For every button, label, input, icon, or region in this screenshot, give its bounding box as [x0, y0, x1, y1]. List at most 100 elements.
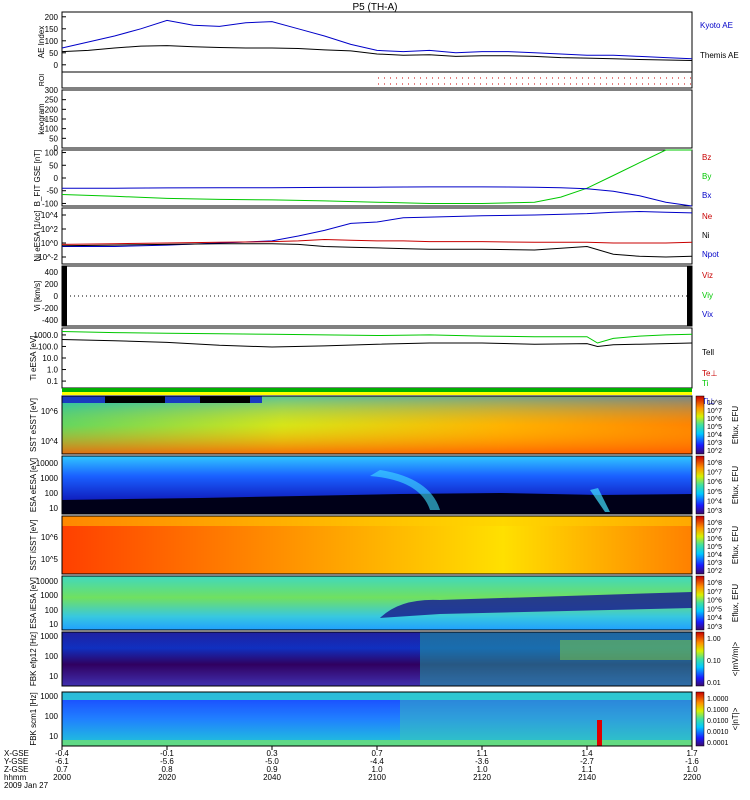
colorbar-tick-label: 10^7: [707, 408, 722, 415]
colorbar: [695, 455, 705, 515]
x-tick-columns: -0.4-6.10.72000-0.1-5.60.820200.3-5.00.9…: [53, 746, 701, 782]
panel-fbk-e: FBK efp12 [Hz] 1000 100 10 1.000.100.01 …: [29, 631, 740, 687]
ytick: 10000: [36, 577, 59, 586]
colorbar-tick-label: 10^8: [707, 460, 722, 467]
colorbar-tick-label: 10^8: [707, 580, 722, 587]
panel-sst-electrons: SST eSST [eV] 10^6 10^4 10^810^710^610^5…: [29, 388, 740, 455]
x-tick-label-x: 0.7: [371, 749, 383, 758]
ae-tick-label: 0: [54, 61, 59, 70]
colorbar-tick-label: 10^6: [707, 598, 722, 605]
colorbar-tick-label: 1.0000: [707, 696, 729, 703]
x-row-label-y-gse: Y-GSE: [4, 757, 28, 766]
x-tick-label-y: -2.7: [580, 757, 594, 766]
colorbar-tick-label: 10^6: [707, 416, 722, 423]
colorbar-ticks: 1.00 0.10 0.01: [707, 636, 721, 687]
x-tick-label-z: 0.9: [266, 765, 278, 774]
x-tick-label-x: 1.4: [581, 749, 593, 758]
right-data-edge: [687, 266, 692, 326]
colorbar-tick-label: 0.1000: [707, 707, 729, 714]
legend-ni: Ni: [702, 231, 710, 240]
ytick: 10000: [36, 459, 59, 468]
colorbar-tick-label: 10^4: [707, 615, 722, 622]
colorbar-label: Eflux, EFU: [731, 584, 740, 622]
ytick: 100: [45, 652, 59, 661]
colorbar-label: <|mV/m|>: [731, 641, 740, 676]
sst-e-ytick-2: 10^4: [41, 437, 59, 446]
ytick: 100: [45, 712, 59, 721]
colorbar-label: Eflux, EFU: [731, 526, 740, 564]
panel-frame: [61, 575, 693, 631]
panel-frame: [61, 265, 693, 327]
x-tick-label-y: -6.1: [55, 757, 69, 766]
colorbar: [695, 575, 705, 631]
bfield-tick-label: -100: [42, 199, 59, 208]
colorbar: [695, 631, 705, 687]
x-tick-label-x: 1.1: [476, 749, 488, 758]
esa-e-ylabel: ESA eESA [eV]: [29, 458, 38, 512]
x-tick-label-t: 2000: [53, 773, 71, 782]
colorbar-label: Eflux, EFU: [731, 406, 740, 444]
density-ylabel: Ni eESA [1/cc]: [33, 210, 42, 261]
density-tick-label: 10^0: [41, 239, 59, 248]
x-tick-label-t: 2120: [473, 773, 491, 782]
x-tick-label-x: 0.3: [266, 749, 278, 758]
left-data-edge: [62, 266, 67, 326]
bfield-tick-label: 0: [54, 174, 59, 183]
panel-esa-electrons: ESA eESA [eV] 10000 1000 100 10 10^8 10^7…: [29, 455, 740, 515]
colorbar-tick-label: 10^8: [707, 400, 722, 407]
colorbar-label: <|nT|>: [731, 707, 740, 730]
temperature-tick-label: 1.0: [47, 366, 59, 375]
colorbar-ticks: 1.0000 0.1000 0.0100 0.0010 0.0001: [707, 696, 729, 747]
colorbar-tick-label: 10^5: [707, 606, 722, 613]
panel-sst-ions: SST iSST [eV] 10^6 10^5 10^810^710^610^5…: [29, 515, 740, 575]
x-tick-label-z: 1.0: [476, 765, 488, 774]
legend-npot: Npot: [702, 250, 720, 259]
x-tick-label-z: 1.0: [371, 765, 383, 774]
colorbar-tick-label: 0.0100: [707, 718, 729, 725]
ytick: 1000: [40, 632, 58, 641]
colorbar-tick-label: 10^7: [707, 470, 722, 477]
ytick: 1000: [40, 474, 58, 483]
panel-frame: [61, 327, 693, 389]
ytick: 10: [49, 620, 58, 629]
colorbar-tick-label: 10^6: [707, 536, 722, 543]
legend-themis-ae: Themis AE: [700, 51, 739, 60]
temperature-tick-label: 1000.0: [34, 331, 59, 340]
spectrogram-band: [380, 592, 692, 618]
colorbar-label: Eflux, EFU: [731, 466, 740, 504]
status-bar: [62, 388, 692, 392]
temperature-tick-label: 0.1: [47, 377, 59, 386]
panel-magnetic-field: B_FIT GSE [nT] 100 50 0 -50 -100 Bz By Bx: [33, 149, 711, 209]
x-tick-label-t: 2020: [158, 773, 176, 782]
colorbar: [695, 395, 705, 455]
legend-viz: Viz: [702, 271, 713, 280]
ytick: 10: [49, 504, 58, 513]
ytick: 100: [45, 489, 59, 498]
top-band-black-2: [200, 396, 250, 403]
legend-viy: Viy: [702, 291, 713, 300]
panel-frame: [61, 515, 693, 575]
x-tick-label-t: 2140: [578, 773, 596, 782]
colorbar: [695, 691, 705, 747]
panel-frame: [61, 631, 693, 687]
series-kyoto-ae: [61, 19, 693, 60]
keogram-tick-label: 300: [45, 86, 59, 95]
ae-tick-label: 50: [49, 49, 58, 58]
plot-title: P5 (TH-A): [353, 2, 398, 13]
ytick: 100: [45, 606, 59, 615]
legend-ti-perp: Ti⊥: [702, 397, 715, 406]
colorbar-ticks: 10^810^710^610^510^410^310^2: [707, 400, 722, 455]
esa-i-ylabel: ESA iESA [eV]: [29, 577, 38, 629]
ytick: 10^5: [41, 555, 59, 564]
keogram-tick-label: 200: [45, 105, 59, 114]
series-bx: [62, 186, 693, 207]
colorbar-tick-label: 0.0010: [707, 729, 729, 736]
ytick: 10^6: [41, 533, 59, 542]
panel-fbk-b: FBK scm1 [Hz] 1000 100 10 1.0000 0.1000 0.…: [29, 691, 740, 747]
spectrogram-top: [62, 516, 692, 526]
x-tick-label-z: 1.0: [686, 765, 698, 774]
colorbar-tick-label: 10^2: [707, 448, 722, 455]
colorbar-tick-label: 10^3: [707, 508, 722, 515]
